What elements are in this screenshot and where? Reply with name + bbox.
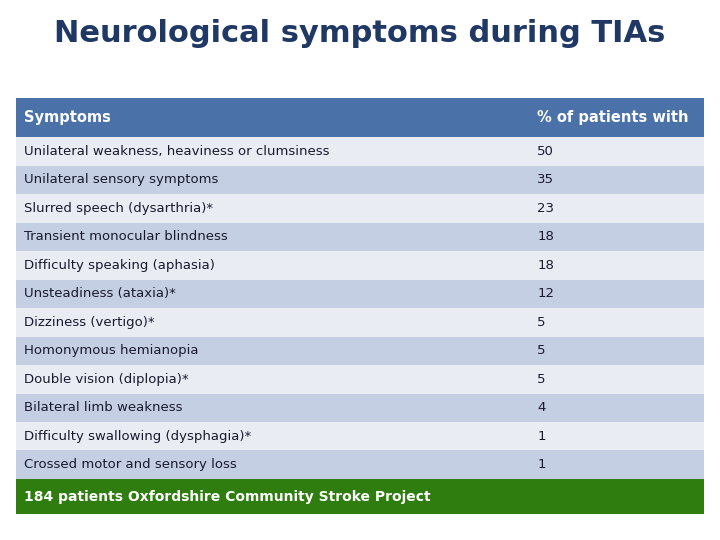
- Text: 5: 5: [537, 345, 546, 357]
- FancyBboxPatch shape: [16, 394, 704, 422]
- Text: % of patients with: % of patients with: [537, 110, 689, 125]
- Text: 23: 23: [537, 202, 554, 215]
- Text: 35: 35: [537, 173, 554, 186]
- Text: 12: 12: [537, 287, 554, 300]
- FancyBboxPatch shape: [16, 422, 704, 450]
- Text: Symptoms: Symptoms: [24, 110, 112, 125]
- FancyBboxPatch shape: [16, 479, 704, 514]
- Text: Crossed motor and sensory loss: Crossed motor and sensory loss: [24, 458, 237, 471]
- Text: 1: 1: [537, 430, 546, 443]
- Text: Neurological symptoms during TIAs: Neurological symptoms during TIAs: [54, 19, 666, 48]
- Text: Unsteadiness (ataxia)*: Unsteadiness (ataxia)*: [24, 287, 176, 300]
- FancyBboxPatch shape: [16, 222, 704, 251]
- FancyBboxPatch shape: [16, 251, 704, 280]
- Text: Difficulty swallowing (dysphagia)*: Difficulty swallowing (dysphagia)*: [24, 430, 252, 443]
- FancyBboxPatch shape: [16, 308, 704, 336]
- FancyBboxPatch shape: [16, 365, 704, 394]
- Text: 184 patients Oxfordshire Community Stroke Project: 184 patients Oxfordshire Community Strok…: [24, 490, 431, 503]
- Text: 18: 18: [537, 231, 554, 244]
- FancyBboxPatch shape: [16, 280, 704, 308]
- FancyBboxPatch shape: [16, 98, 704, 137]
- Text: 50: 50: [537, 145, 554, 158]
- Text: Unilateral sensory symptoms: Unilateral sensory symptoms: [24, 173, 219, 186]
- Text: Unilateral weakness, heaviness or clumsiness: Unilateral weakness, heaviness or clumsi…: [24, 145, 330, 158]
- Text: 4: 4: [537, 401, 546, 414]
- Text: 5: 5: [537, 316, 546, 329]
- FancyBboxPatch shape: [16, 336, 704, 365]
- FancyBboxPatch shape: [16, 137, 704, 166]
- Text: Difficulty speaking (aphasia): Difficulty speaking (aphasia): [24, 259, 215, 272]
- FancyBboxPatch shape: [16, 194, 704, 222]
- Text: 5: 5: [537, 373, 546, 386]
- Text: Bilateral limb weakness: Bilateral limb weakness: [24, 401, 183, 414]
- Text: Slurred speech (dysarthria)*: Slurred speech (dysarthria)*: [24, 202, 214, 215]
- Text: Homonymous hemianopia: Homonymous hemianopia: [24, 345, 199, 357]
- FancyBboxPatch shape: [16, 450, 704, 479]
- FancyBboxPatch shape: [16, 166, 704, 194]
- Text: Double vision (diplopia)*: Double vision (diplopia)*: [24, 373, 189, 386]
- Text: Dizziness (vertigo)*: Dizziness (vertigo)*: [24, 316, 155, 329]
- Text: 18: 18: [537, 259, 554, 272]
- Text: Transient monocular blindness: Transient monocular blindness: [24, 231, 228, 244]
- Text: 1: 1: [537, 458, 546, 471]
